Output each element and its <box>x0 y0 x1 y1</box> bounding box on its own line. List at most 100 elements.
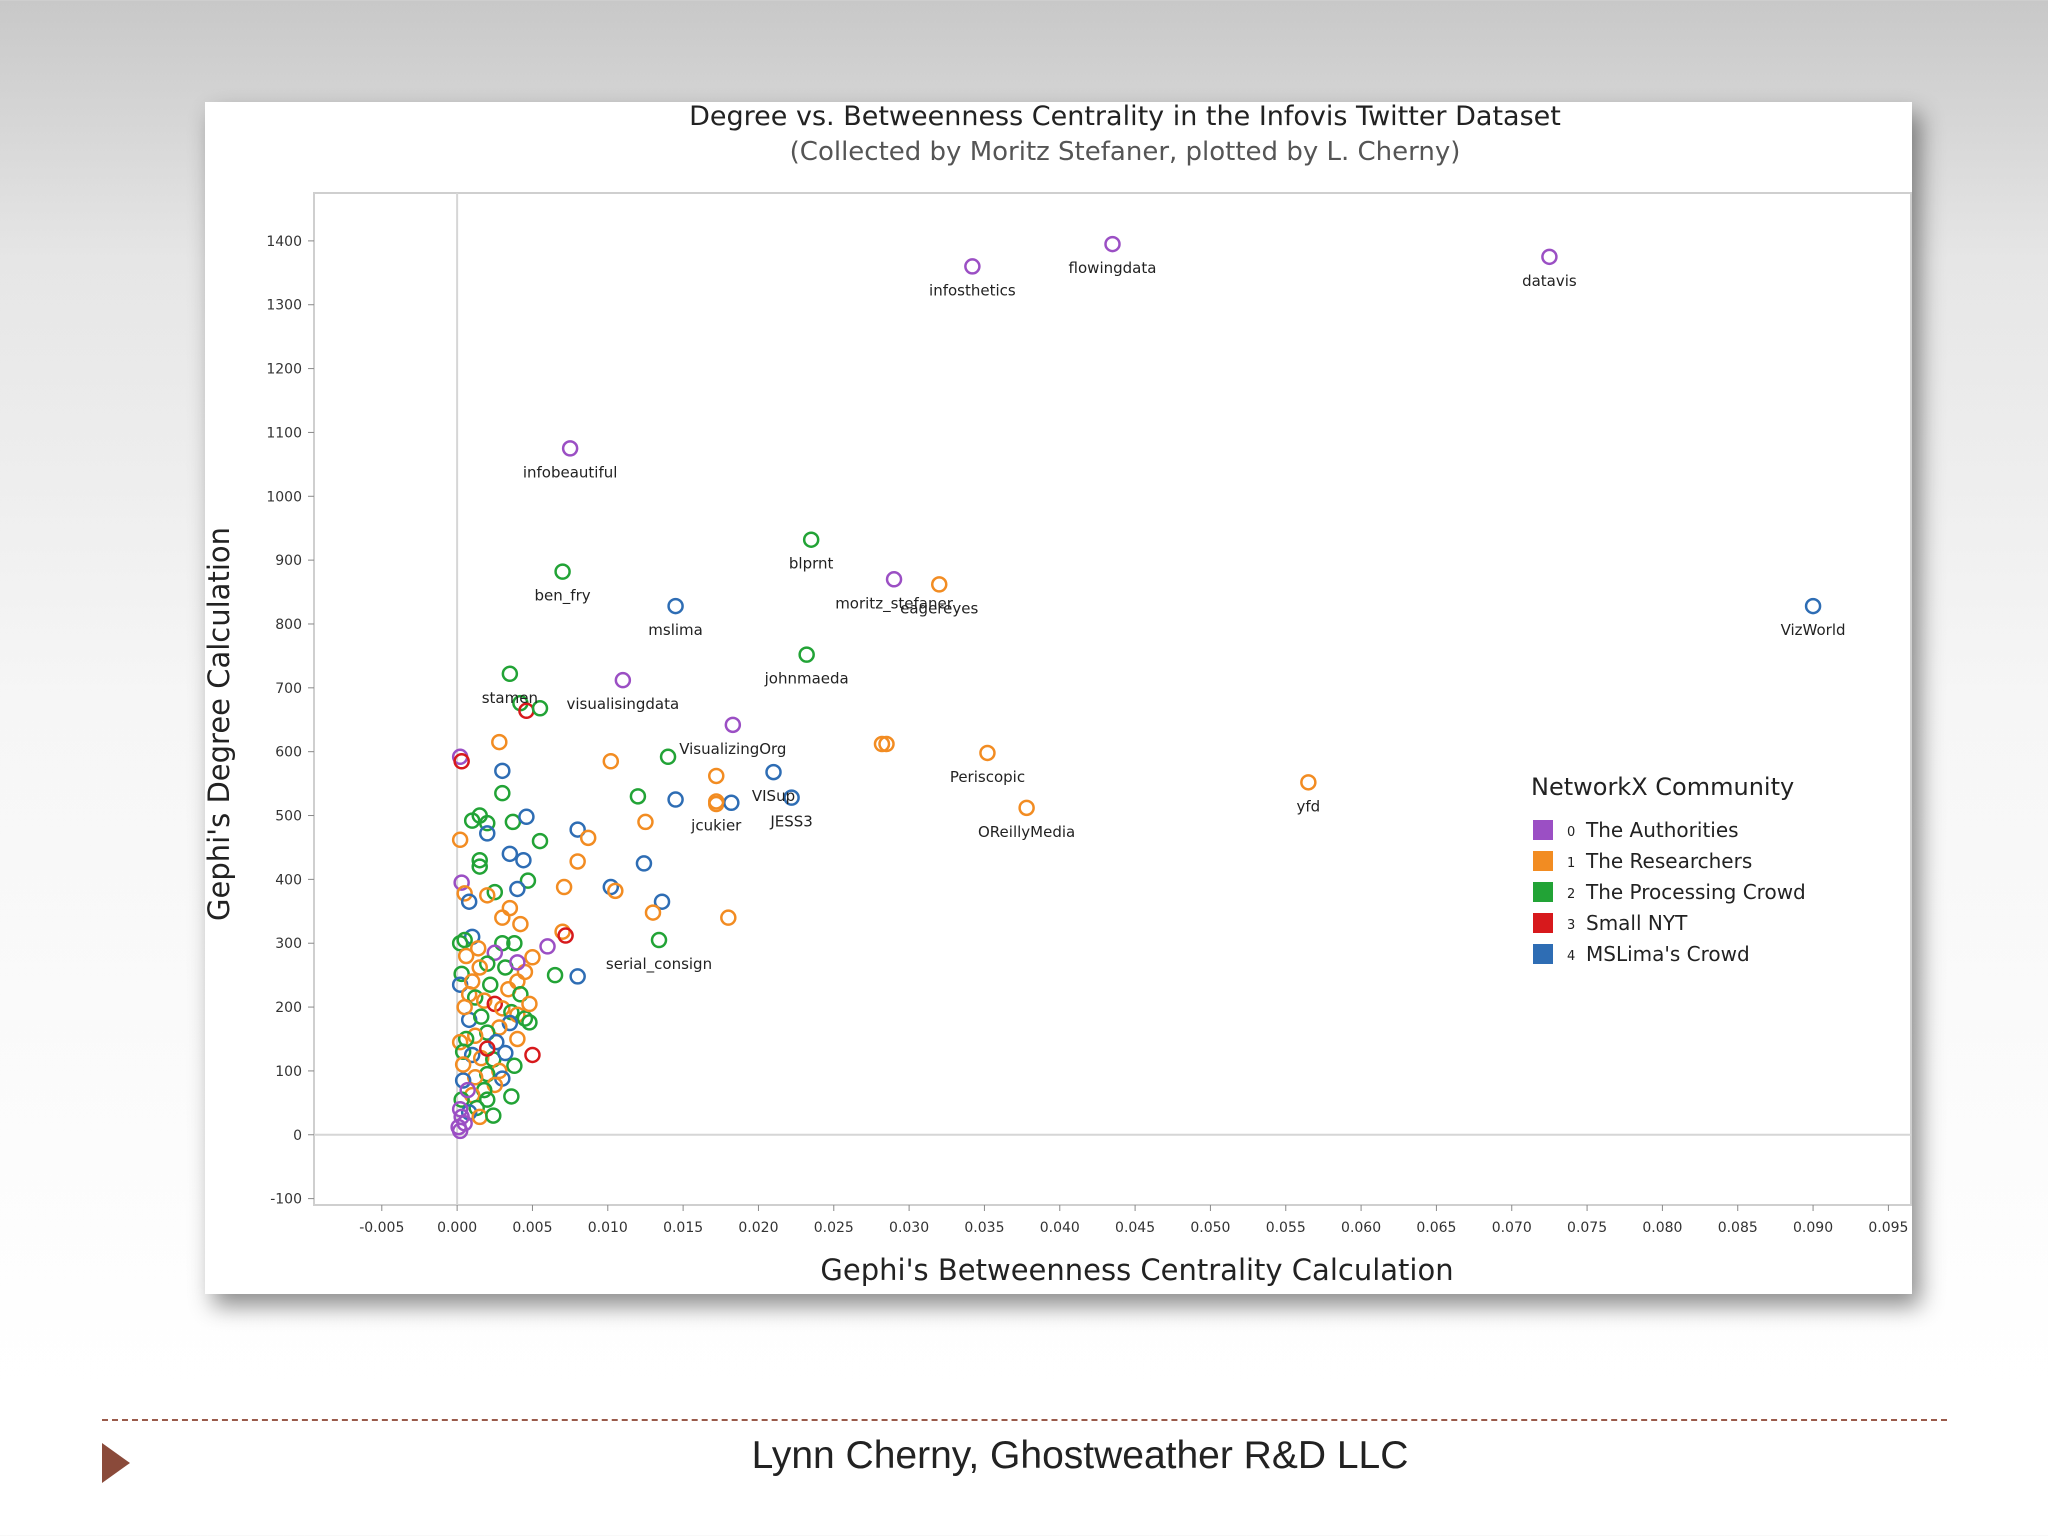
legend-number: 0 <box>1567 825 1575 840</box>
data-point <box>491 733 508 751</box>
y-tick-label: -100 <box>270 1192 302 1208</box>
data-point-eagereyes <box>930 576 948 593</box>
x-tick-label: 0.010 <box>588 1220 628 1236</box>
point-label: visualisingdata <box>567 695 680 713</box>
data-point <box>521 995 538 1013</box>
data-point <box>485 1107 502 1124</box>
x-tick-label: 0.035 <box>964 1220 1004 1236</box>
data-point-vizworld <box>1804 597 1822 615</box>
chart-title: Degree vs. Betweenness Centrality in the… <box>689 102 1561 132</box>
data-point <box>479 1040 496 1057</box>
data-point-visup <box>765 763 782 781</box>
point-label: datavis <box>1522 272 1577 290</box>
point-label: moritz_stefaner <box>835 594 954 613</box>
data-point <box>459 1081 476 1099</box>
data-point <box>494 784 511 802</box>
legend: NetworkX Community 0 The Authorities 1 The … <box>1531 773 1806 966</box>
data-point-serial-consign <box>650 931 668 949</box>
data-point <box>479 814 496 832</box>
point-label: blprnt <box>789 555 834 573</box>
data-point <box>501 845 519 863</box>
data-point-mslima <box>667 597 684 615</box>
x-axis: -0.005 0.000 0.005 0.010 0.015 0.020 0.025 0.03… <box>359 1205 1908 1236</box>
data-point <box>644 904 662 921</box>
data-point <box>521 1014 538 1031</box>
data-point <box>501 899 519 917</box>
y-tick-label: 800 <box>275 617 302 633</box>
data-point <box>653 893 671 910</box>
data-point <box>456 885 473 902</box>
x-tick-label: -0.005 <box>359 1220 404 1236</box>
data-point <box>463 973 481 990</box>
x-tick-label: 0.025 <box>814 1220 854 1236</box>
data-point-visualizingorg <box>724 716 742 734</box>
x-tick-label: 0.005 <box>512 1220 552 1236</box>
legend-number: 1 <box>1567 856 1575 871</box>
data-point <box>569 853 586 870</box>
data-points <box>450 235 1822 1140</box>
data-point <box>479 825 496 842</box>
x-tick-label: 0.020 <box>738 1220 778 1236</box>
data-point <box>518 808 535 826</box>
data-point <box>501 1014 519 1032</box>
data-point-jcukier <box>708 793 725 810</box>
data-point <box>453 965 470 983</box>
point-label: VISup <box>752 787 795 805</box>
data-point <box>515 851 532 869</box>
data-point <box>554 923 571 940</box>
legend-swatch <box>1533 851 1553 871</box>
data-point <box>506 934 523 952</box>
data-point <box>451 1122 469 1140</box>
footer-arrow-icon <box>102 1443 130 1483</box>
data-point <box>557 927 574 944</box>
legend-swatch <box>1533 944 1553 964</box>
data-point <box>466 989 484 1006</box>
y-tick-label: 1300 <box>266 298 302 314</box>
x-tick-label: 0.050 <box>1190 1220 1230 1236</box>
data-point <box>509 954 526 971</box>
data-point-oreillymedia <box>1018 799 1035 817</box>
data-point <box>486 883 504 901</box>
data-point <box>512 986 529 1003</box>
legend-swatch <box>1533 882 1553 902</box>
point-label: johnmaeda <box>764 670 849 688</box>
plot-area <box>313 192 1912 1206</box>
legend-swatch <box>1533 820 1553 840</box>
data-point <box>569 968 586 985</box>
x-tick-label: 0.060 <box>1341 1220 1381 1236</box>
y-tick-label: 200 <box>275 1000 302 1016</box>
x-tick-label: 0.030 <box>889 1220 929 1236</box>
data-point <box>451 1100 469 1118</box>
data-point <box>569 821 586 838</box>
point-label: flowingdata <box>1069 259 1157 277</box>
footer-divider <box>102 1419 1947 1421</box>
footer-credit: Lynn Cherny, Ghostweather R&D LLC <box>751 1434 1409 1477</box>
y-axis: -100 0 100 200 300 400 500 600 700 800 900 1000 1100… <box>266 234 314 1208</box>
data-point <box>451 1033 469 1051</box>
data-point <box>524 949 541 966</box>
data-point <box>607 882 624 900</box>
x-tick-label: 0.045 <box>1115 1220 1155 1236</box>
y-tick-label: 1100 <box>266 425 302 441</box>
data-point <box>471 959 488 976</box>
y-tick-label: 400 <box>275 872 302 888</box>
data-point <box>667 791 684 808</box>
point-label: stamen <box>482 689 538 707</box>
point-labels: infosthetics flowingdata datavis infobeauti… <box>482 259 1846 974</box>
data-point <box>659 748 677 766</box>
data-point-moritz-stefaner <box>885 571 903 588</box>
y-tick-label: 0 <box>293 1128 302 1144</box>
point-label: eagereyes <box>900 599 978 617</box>
chart-subtitle: (Collected by Moritz Stefaner, plotted b… <box>790 137 1461 167</box>
data-point-visualisingdata <box>614 671 632 689</box>
data-point <box>503 1088 520 1105</box>
data-point-periscopic <box>979 744 996 762</box>
data-point <box>509 1030 526 1048</box>
data-point <box>629 788 647 805</box>
point-label: ben_fry <box>535 587 591 606</box>
point-label: JESS3 <box>769 813 813 831</box>
y-tick-label: 500 <box>275 809 302 825</box>
data-point <box>456 998 473 1016</box>
y-tick-label: 1200 <box>266 362 302 378</box>
data-point <box>475 992 493 1009</box>
